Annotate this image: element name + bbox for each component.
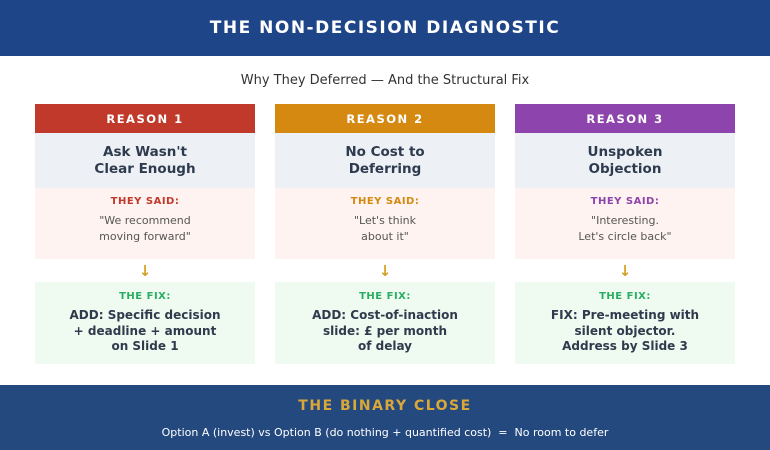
reason-column-1: REASON 1 Ask Wasn't Clear Enough THEY SA…: [35, 104, 255, 364]
they-said-block: THEY SAID: "Let's think about it": [275, 188, 495, 259]
reason-title-line: Unspoken: [587, 143, 663, 160]
reason-column-2: REASON 2 No Cost to Deferring THEY SAID:…: [275, 104, 495, 364]
page-subtitle: Why They Deferred — And the Structural F…: [240, 72, 530, 88]
quote-line: "Interesting.: [591, 214, 659, 227]
reason-title: Unspoken Objection: [515, 133, 735, 188]
fix-line: ADD: Specific decision: [69, 308, 221, 322]
reason-title-line: No Cost to: [345, 143, 425, 160]
quote-line: Let's circle back": [578, 229, 672, 243]
they-said-block: THEY SAID: "We recommend moving forward": [35, 188, 255, 259]
fix-line: of delay: [357, 339, 413, 353]
they-said-label: THEY SAID:: [350, 196, 420, 207]
they-said-label: THEY SAID:: [110, 196, 180, 207]
reason-title-line: Clear Enough: [94, 160, 196, 177]
reason-title-line: Objection: [588, 160, 662, 177]
top-banner: THE NON-DECISION DIAGNOSTIC: [0, 0, 770, 56]
reason-header: REASON 2: [275, 104, 495, 133]
fix-line: Address by Slide 3: [562, 339, 688, 353]
fix-line: slide: £ per month: [323, 323, 447, 338]
reason-column-3: REASON 3 Unspoken Objection THEY SAID: "…: [515, 104, 735, 364]
arrow-down-icon: ↓: [378, 261, 392, 280]
fix-line: + deadline + amount: [73, 323, 217, 338]
fix-block: THE FIX: FIX: Pre-meeting with silent ob…: [515, 282, 735, 364]
fix-block: THE FIX: ADD: Specific decision + deadli…: [35, 282, 255, 364]
quote-line: about it": [361, 229, 409, 243]
fix-block: THE FIX: ADD: Cost-of-inaction slide: £ …: [275, 282, 495, 364]
quote-line: "We recommend: [99, 214, 191, 227]
quote-line: "Let's think: [353, 214, 416, 227]
fix-line: on Slide 1: [111, 339, 179, 353]
reason-title: No Cost to Deferring: [275, 133, 495, 188]
they-said-label: THEY SAID:: [590, 196, 660, 207]
fix-line: FIX: Pre-meeting with: [550, 308, 700, 322]
reason-title: Ask Wasn't Clear Enough: [35, 133, 255, 188]
fix-line: ADD: Cost-of-inaction: [312, 308, 458, 322]
reason-header: REASON 3: [515, 104, 735, 133]
fix-line: silent objector.: [574, 323, 676, 338]
fix-label: THE FIX:: [599, 291, 651, 302]
reason-title-line: Ask Wasn't: [103, 143, 187, 160]
quote-line: moving forward": [99, 229, 191, 243]
bottom-banner: THE BINARY CLOSE Option A (invest) vs Op…: [0, 385, 770, 450]
binary-close-title: THE BINARY CLOSE: [298, 398, 472, 414]
reason-columns: REASON 1 Ask Wasn't Clear Enough THEY SA…: [0, 104, 770, 364]
arrow-down-icon: ↓: [138, 261, 152, 280]
reason-title-line: Deferring: [348, 160, 422, 177]
page-title: THE NON-DECISION DIAGNOSTIC: [209, 18, 561, 38]
fix-label: THE FIX:: [119, 291, 171, 302]
reason-header: REASON 1: [35, 104, 255, 133]
binary-close-formula: Option A (invest) vs Option B (do nothin…: [161, 426, 609, 439]
fix-label: THE FIX:: [359, 291, 411, 302]
arrow-down-icon: ↓: [618, 261, 632, 280]
they-said-block: THEY SAID: "Interesting. Let's circle ba…: [515, 188, 735, 259]
